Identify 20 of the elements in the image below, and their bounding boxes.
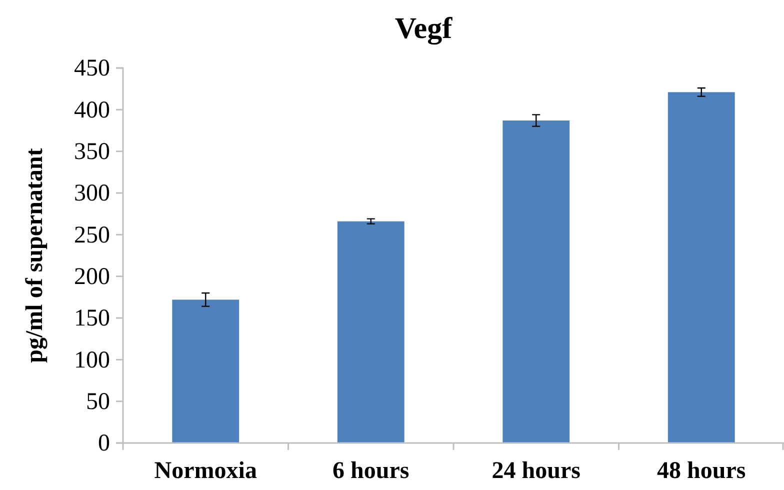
y-tick-label: 200 [74, 264, 110, 290]
y-tick-label: 400 [74, 97, 110, 124]
x-tick-label: 24 hours [492, 458, 580, 484]
x-tick-label: 48 hours [657, 458, 746, 484]
y-tick-label: 450 [74, 56, 110, 82]
y-tick-label: 350 [74, 139, 110, 166]
bar [668, 92, 735, 443]
y-tick-label: 250 [74, 222, 110, 248]
y-axis-title: pg/ml of supernatant [22, 148, 48, 363]
bar [502, 120, 570, 443]
y-tick-label: 50 [86, 389, 110, 416]
y-tick-label: 150 [74, 306, 110, 332]
bar [337, 221, 404, 443]
bar [172, 300, 240, 443]
y-tick-label: 100 [74, 347, 110, 374]
y-tick-label: 0 [98, 430, 110, 457]
x-tick-label: 6 hours [332, 458, 410, 484]
chart-title: Vegf [394, 12, 454, 45]
y-tick-label: 300 [74, 180, 110, 207]
x-tick-label: Normoxia [154, 458, 257, 484]
